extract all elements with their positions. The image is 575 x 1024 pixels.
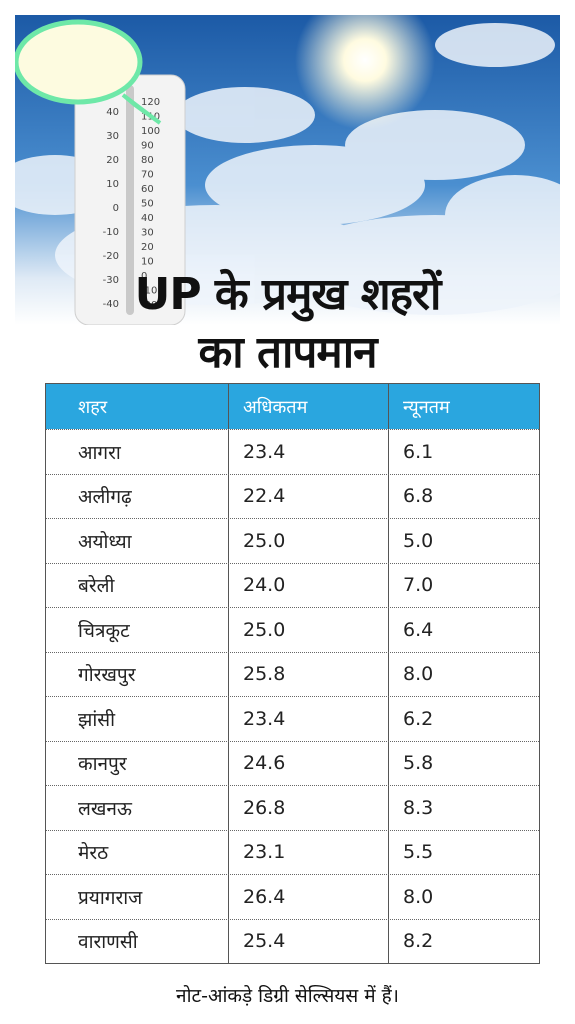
table-cell: मेरठ: [46, 830, 229, 874]
table-cell: 22.4: [229, 474, 389, 518]
table-row: प्रयागराज 26.4 8.0: [46, 874, 539, 919]
table-row: वाराणसी 25.4 8.2: [46, 918, 539, 963]
header-cell: शहर: [46, 384, 229, 429]
title-line: का तापमान: [198, 327, 377, 378]
table-cell: 25.4: [229, 919, 389, 963]
header-row: शहर अधिकतम न्यूनतम: [46, 384, 539, 429]
table-cell: बरेली: [46, 563, 229, 607]
table-cell: 26.4: [229, 875, 389, 919]
table-cell: 25.0: [229, 519, 389, 563]
table-row: अयोध्या 25.0 5.0: [46, 518, 539, 563]
table-cell: 5.8: [403, 752, 434, 775]
note: नोट-आंकड़े डिग्री सेल्सियस में हैं।: [176, 985, 399, 1007]
thermometer-label: 30: [106, 131, 119, 142]
thermometer-label: -10: [103, 227, 119, 238]
table-cell: कानपुर: [46, 741, 229, 785]
thermometer-label: 40: [141, 213, 154, 224]
table-cell: चित्रकूट: [46, 608, 229, 652]
temperature-table: शहर अधिकतम न्यूनतम आगरा 23.4 6.1 अलीगढ़ 22.4 6.8…: [45, 383, 540, 964]
thermometer-label: 80: [141, 155, 154, 166]
table-cell: प्रयागराज: [46, 875, 229, 919]
table-cell: 8.3: [403, 796, 434, 819]
thermometer-label: 20: [141, 242, 154, 253]
table-row: आगरा 23.4 6.1: [46, 429, 539, 474]
table-cell: 8.0: [403, 663, 434, 686]
table-cell: 24.6: [229, 741, 389, 785]
table-row: झांसी 23.4 6.2: [46, 696, 539, 741]
table-cell: 6.4: [403, 618, 434, 641]
thermometer-label: 40: [106, 107, 119, 118]
table-cell: 23.1: [229, 830, 389, 874]
table-row: लखनऊ 26.8 8.3: [46, 785, 539, 830]
table-cell: 6.1: [403, 440, 434, 463]
header-cell: न्यूनतम: [403, 396, 450, 418]
thermometer-label: 60: [141, 184, 154, 195]
table-row: बरेली 24.0 7.0: [46, 562, 539, 607]
thermometer-label: 20: [106, 155, 119, 166]
table-cell: 26.8: [229, 786, 389, 830]
thermometer-label: 10: [106, 179, 119, 190]
thermometer-label: 90: [141, 141, 154, 152]
thermometer-label: 100: [141, 126, 160, 137]
title-line: UP के प्रमुख शहरों: [134, 269, 442, 320]
table-cell: 7.0: [403, 574, 434, 597]
table-cell: 6.8: [403, 485, 434, 508]
table-cell: 23.4: [229, 430, 389, 474]
table-row: मेरठ 23.1 5.5: [46, 829, 539, 874]
header-cell: अधिकतम: [229, 384, 389, 429]
table-cell: 23.4: [229, 697, 389, 741]
thermometer-label: 50: [141, 199, 154, 210]
table-cell: गोरखपुर: [46, 652, 229, 696]
table-row: गोरखपुर 25.8 8.0: [46, 651, 539, 696]
table-cell: आगरा: [46, 430, 229, 474]
thermometer-label: -20: [141, 300, 157, 311]
thermometer-label: 0: [113, 203, 119, 214]
thermometer-label: -30: [103, 275, 119, 286]
table-cell: 24.0: [229, 563, 389, 607]
thermometer-label: 30: [141, 228, 154, 239]
table-cell: 25.0: [229, 608, 389, 652]
thermometer-label: -20: [103, 251, 119, 262]
thermometer-label: 0: [141, 271, 147, 282]
table-cell: 5.5: [403, 841, 434, 864]
table-row: अलीगढ़ 22.4 6.8: [46, 473, 539, 518]
table-cell: झांसी: [46, 697, 229, 741]
table-cell: लखनऊ: [46, 786, 229, 830]
table-row: कानपुर 24.6 5.8: [46, 740, 539, 785]
thermometer-label: 120: [141, 97, 160, 108]
table-cell: वाराणसी: [46, 919, 229, 963]
table-cell: अयोध्या: [46, 519, 229, 563]
table-cell: 6.2: [403, 707, 434, 730]
table-cell: अलीगढ़: [46, 474, 229, 518]
table-cell: 8.2: [403, 930, 434, 953]
table-cell: 5.0: [403, 529, 434, 552]
thermometer-label: 70: [141, 170, 154, 181]
thermometer-label: -40: [103, 299, 119, 310]
table-cell: 25.8: [229, 652, 389, 696]
thermometer-label: 10: [141, 257, 154, 268]
table-row: चित्रकूट 25.0 6.4: [46, 607, 539, 652]
thermometer-label: -10: [141, 286, 157, 297]
hero-image: 403020100-10-20-30-401201101009080706050…: [15, 15, 560, 325]
table-cell: 8.0: [403, 885, 434, 908]
